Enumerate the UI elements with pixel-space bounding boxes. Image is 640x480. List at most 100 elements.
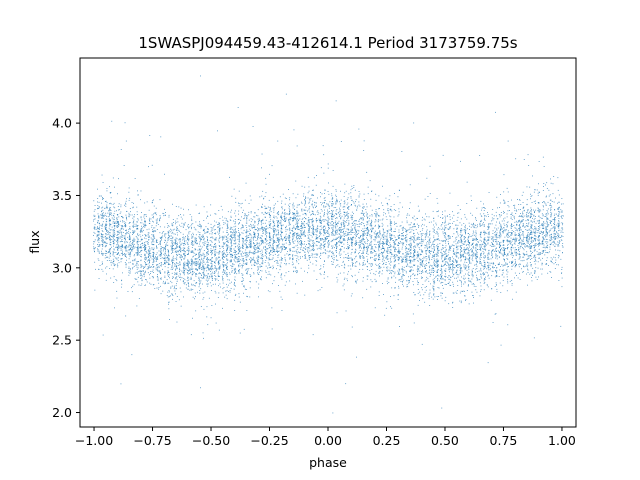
data-point (353, 224, 354, 226)
data-point (442, 244, 443, 246)
data-point (363, 237, 364, 239)
data-point (210, 236, 212, 238)
data-point (343, 203, 345, 205)
data-point (117, 244, 119, 246)
data-point (98, 245, 100, 247)
data-point (493, 263, 495, 265)
data-point (102, 215, 104, 217)
data-point (400, 238, 402, 240)
data-point (534, 244, 536, 246)
data-point (235, 242, 237, 244)
data-point (377, 236, 379, 238)
data-point (531, 277, 532, 278)
data-point (215, 255, 216, 256)
data-point (167, 255, 169, 257)
data-point (215, 257, 217, 259)
data-point (351, 259, 353, 261)
data-point (507, 253, 508, 255)
data-point (433, 249, 435, 251)
data-point (402, 233, 403, 234)
data-point (288, 254, 290, 256)
data-point (392, 240, 394, 241)
data-point (158, 250, 160, 252)
data-point (549, 271, 551, 272)
data-point (106, 190, 108, 192)
data-point (546, 263, 548, 265)
data-point (366, 246, 368, 248)
data-point (471, 272, 473, 274)
data-point (171, 247, 172, 249)
data-point (300, 232, 302, 234)
data-point (516, 237, 518, 239)
data-point (379, 241, 381, 243)
data-point (424, 301, 426, 303)
data-point (340, 248, 342, 250)
data-point (320, 239, 322, 241)
data-point (289, 280, 291, 282)
data-point (322, 252, 324, 254)
data-point (118, 248, 120, 249)
data-point (116, 297, 118, 299)
data-point (230, 248, 232, 250)
data-point (229, 273, 231, 275)
data-point (220, 286, 221, 288)
data-point (264, 228, 266, 230)
data-point (488, 234, 490, 236)
data-point (222, 239, 223, 241)
data-point (137, 244, 139, 245)
data-point (555, 197, 556, 199)
data-point (143, 216, 145, 218)
data-point (468, 250, 469, 252)
data-point (335, 218, 336, 219)
data-point (339, 241, 341, 243)
data-point (353, 213, 354, 215)
data-point (234, 285, 236, 286)
data-point (526, 264, 527, 266)
data-point (369, 218, 370, 220)
data-point (281, 239, 283, 240)
data-point (481, 277, 483, 279)
data-point (120, 228, 122, 230)
data-point (510, 249, 512, 251)
data-point (464, 237, 466, 239)
data-point (183, 263, 185, 265)
data-point (244, 213, 246, 215)
data-point (274, 253, 276, 255)
data-point (209, 268, 211, 270)
data-point (426, 263, 427, 264)
data-point (431, 265, 432, 267)
data-point (315, 236, 317, 238)
data-point (362, 250, 364, 252)
data-point (323, 245, 325, 247)
data-point (362, 217, 364, 219)
data-point (347, 240, 349, 242)
data-point (312, 256, 314, 258)
data-point (217, 226, 219, 228)
data-point (522, 226, 524, 227)
data-point (404, 269, 406, 271)
data-point (122, 272, 123, 274)
data-point (457, 248, 459, 250)
data-point (112, 177, 114, 179)
data-point (346, 204, 348, 206)
data-point (219, 267, 221, 269)
data-point (142, 234, 144, 236)
data-point (348, 260, 350, 261)
data-point (354, 251, 356, 253)
data-point (140, 228, 142, 230)
data-point (397, 250, 399, 252)
data-point (413, 273, 414, 275)
data-point (329, 228, 330, 229)
data-point (280, 216, 282, 218)
data-point (469, 258, 470, 259)
data-point (518, 258, 520, 260)
data-point (545, 232, 547, 234)
data-point (484, 239, 485, 241)
data-point (133, 237, 135, 239)
data-point (324, 232, 326, 234)
data-point (250, 225, 252, 227)
data-point (178, 247, 180, 248)
data-point (235, 293, 237, 295)
data-point (280, 252, 282, 253)
data-point (328, 193, 330, 195)
